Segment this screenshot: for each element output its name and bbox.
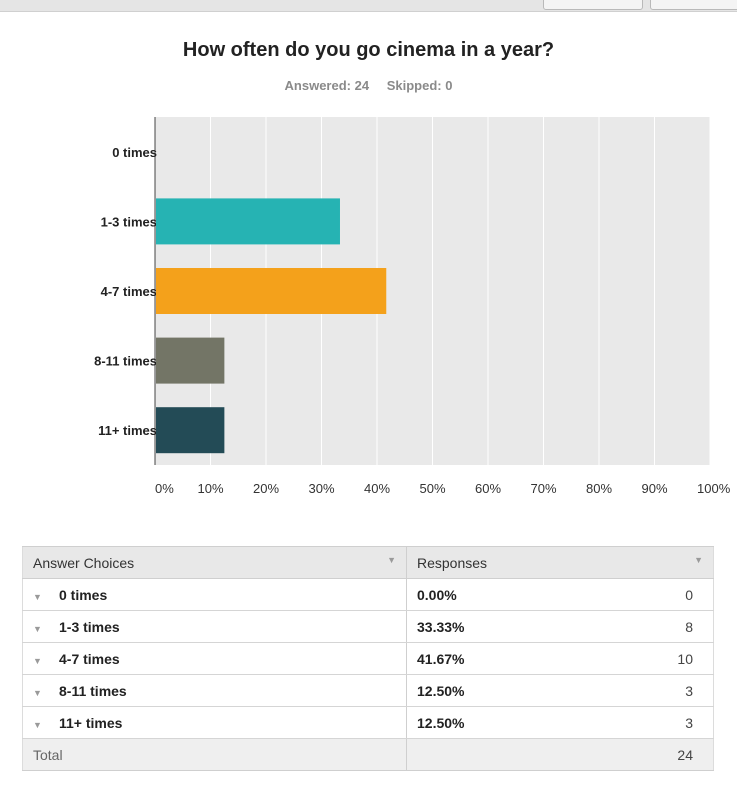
header-answer-choices[interactable]: Answer Choices ▼ bbox=[22, 546, 407, 579]
x-tick-label: 100% bbox=[697, 481, 731, 496]
x-tick-label: 50% bbox=[420, 481, 446, 496]
expand-arrow-icon[interactable]: ▼ bbox=[33, 655, 42, 666]
table-header-row: Answer Choices ▼ Responses ▼ bbox=[22, 546, 714, 579]
toolbar-button[interactable] bbox=[650, 0, 737, 10]
x-tick-label: 20% bbox=[253, 481, 279, 496]
table-row: ▼ 0 times 0.00% 0 bbox=[22, 578, 714, 611]
response-percent: 0.00% bbox=[417, 586, 457, 603]
choice-label: 0 times bbox=[59, 586, 108, 603]
response-count: 3 bbox=[685, 714, 693, 731]
skipped-count: Skipped: 0 bbox=[386, 78, 453, 93]
total-cell: 24 bbox=[406, 738, 714, 771]
expand-arrow-icon[interactable]: ▼ bbox=[33, 687, 42, 698]
response-cell: 33.33% 8 bbox=[406, 610, 714, 643]
x-tick-label: 10% bbox=[198, 481, 224, 496]
response-cell: 12.50% 3 bbox=[406, 706, 714, 739]
response-percent: 33.33% bbox=[417, 618, 465, 635]
response-count: 10 bbox=[677, 650, 693, 667]
sort-arrow-icon[interactable]: ▼ bbox=[694, 554, 703, 565]
response-percent: 12.50% bbox=[417, 714, 465, 731]
expand-arrow-icon[interactable]: ▼ bbox=[33, 623, 42, 634]
choice-label: 8-11 times bbox=[59, 682, 127, 699]
choice-label: 4-7 times bbox=[59, 650, 120, 667]
table-row: ▼ 4-7 times 41.67% 10 bbox=[22, 642, 714, 675]
answer-choice-cell: ▼ 8-11 times bbox=[22, 674, 407, 707]
bar bbox=[156, 407, 225, 454]
header-responses[interactable]: Responses ▼ bbox=[406, 546, 714, 579]
response-cell: 0.00% 0 bbox=[406, 578, 714, 611]
header-label: Answer Choices bbox=[33, 554, 135, 571]
total-count: 24 bbox=[677, 746, 693, 763]
header-label: Responses bbox=[417, 554, 488, 571]
answer-choice-cell: ▼ 4-7 times bbox=[22, 642, 407, 675]
x-tick-label: 30% bbox=[309, 481, 335, 496]
bar bbox=[156, 268, 387, 314]
response-percent: 41.67% bbox=[417, 650, 465, 667]
response-cell: 12.50% 3 bbox=[406, 674, 714, 707]
bar-chart: 0% 10% 20% 30% 40% 50% 60% 70% 80% 90% 100% 0 times… bbox=[94, 117, 731, 496]
sort-arrow-icon[interactable]: ▼ bbox=[387, 554, 396, 565]
x-tick-label: 80% bbox=[586, 481, 612, 496]
answer-choice-cell: ▼ 1-3 times bbox=[22, 610, 407, 643]
total-label: Total bbox=[22, 738, 407, 771]
choice-label: 11+ times bbox=[59, 714, 123, 731]
x-tick-label: 60% bbox=[475, 481, 501, 496]
table-row: ▼ 1-3 times 33.33% 8 bbox=[22, 610, 714, 643]
answered-count: Answered: 24 bbox=[284, 78, 370, 93]
response-count: 0 bbox=[685, 586, 693, 603]
top-toolbar bbox=[0, 0, 737, 12]
responses-table: Answer Choices ▼ Responses ▼ ▼ 0 times 0.… bbox=[22, 546, 714, 771]
bar bbox=[156, 198, 340, 245]
choice-label: 1-3 times bbox=[59, 618, 120, 635]
response-stats: Answered: 24 Skipped: 0 bbox=[0, 78, 737, 93]
x-tick-label: 40% bbox=[364, 481, 390, 496]
response-percent: 12.50% bbox=[417, 682, 465, 699]
response-count: 8 bbox=[685, 618, 693, 635]
response-cell: 41.67% 10 bbox=[406, 642, 714, 675]
category-label: 11+ times bbox=[98, 423, 157, 438]
table-row: ▼ 8-11 times 12.50% 3 bbox=[22, 674, 714, 707]
x-tick-label: 70% bbox=[531, 481, 557, 496]
category-label: 8-11 times bbox=[94, 354, 157, 369]
response-count: 3 bbox=[685, 682, 693, 699]
expand-arrow-icon[interactable]: ▼ bbox=[33, 719, 42, 730]
bar bbox=[156, 337, 225, 384]
table-row: ▼ 11+ times 12.50% 3 bbox=[22, 706, 714, 739]
question-title: How often do you go cinema in a year? bbox=[182, 39, 555, 61]
x-tick-label: 0% bbox=[155, 481, 174, 496]
category-label: 1-3 times bbox=[101, 214, 157, 229]
toolbar-button[interactable] bbox=[543, 0, 643, 10]
answer-choice-cell: ▼ 0 times bbox=[22, 578, 407, 611]
category-label: 4-7 times bbox=[101, 284, 157, 299]
x-tick-label: 90% bbox=[642, 481, 668, 496]
answer-choice-cell: ▼ 11+ times bbox=[22, 706, 407, 739]
expand-arrow-icon[interactable]: ▼ bbox=[33, 591, 42, 602]
category-label: 0 times bbox=[112, 145, 157, 160]
total-row: Total 24 bbox=[22, 738, 714, 771]
